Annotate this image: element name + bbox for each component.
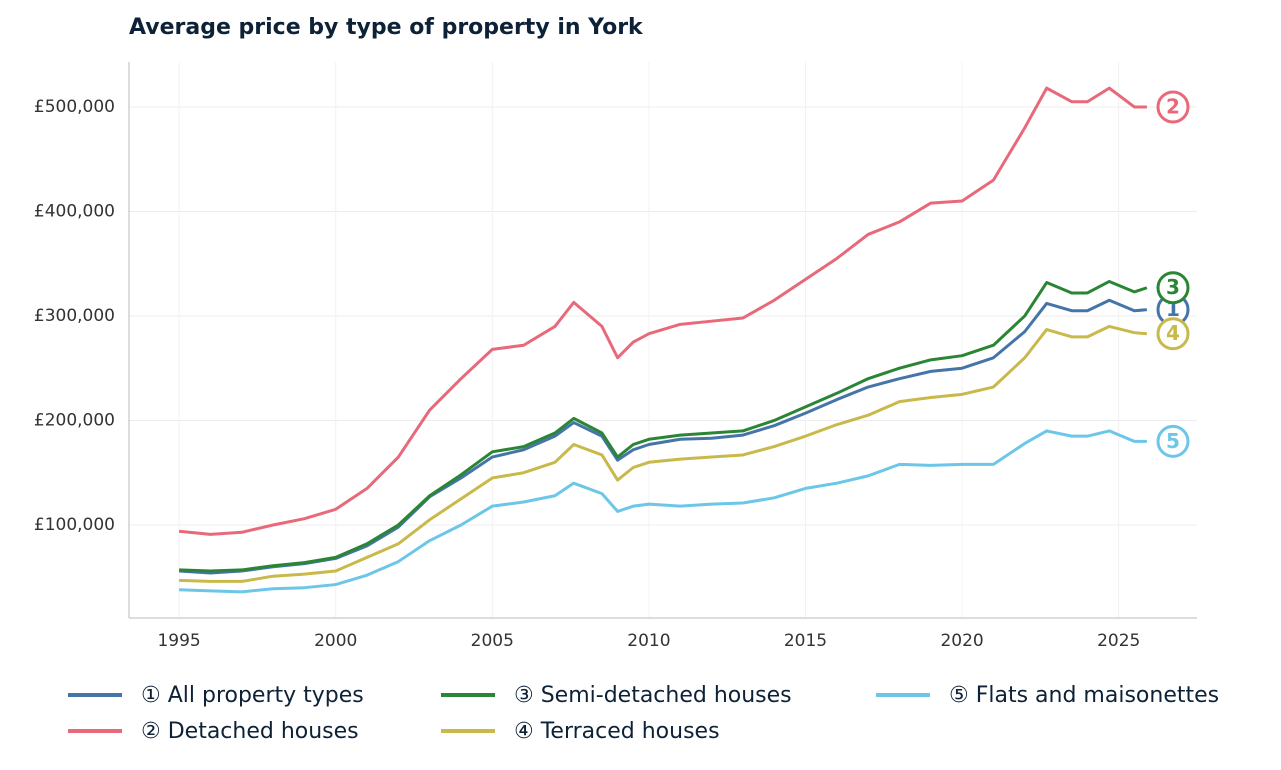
end-marker-label: 5: [1166, 429, 1180, 453]
y-tick-label: £300,000: [34, 306, 115, 326]
x-tick-label: 1995: [157, 631, 200, 651]
end-marker-label: 2: [1166, 94, 1180, 118]
x-tick-label: 2020: [940, 631, 983, 651]
x-tick-label: 2025: [1097, 631, 1140, 651]
line: [179, 429, 1147, 594]
x-tick-label: 2000: [314, 631, 357, 651]
line: [179, 298, 1148, 575]
y-tick-label: £200,000: [34, 410, 115, 430]
y-tick-label: £400,000: [34, 201, 115, 221]
line: [179, 279, 1148, 573]
end-marker: [1156, 317, 1190, 351]
line: [178, 86, 1147, 536]
line: [179, 324, 1148, 583]
end-marker: [1156, 271, 1190, 305]
legend-label: ③ Semi-detached houses: [514, 683, 792, 708]
chart-title: Average price by type of property in Yor…: [129, 15, 644, 40]
y-tick-label: £500,000: [34, 97, 115, 117]
legend-label: ④ Terraced houses: [514, 719, 720, 744]
x-tick-label: 2010: [627, 631, 670, 651]
x-tick-label: 2005: [471, 631, 514, 651]
x-tick-label: 2015: [784, 631, 827, 651]
end-marker-label: 4: [1166, 321, 1180, 345]
end-marker: [1156, 90, 1190, 124]
y-tick-label: £100,000: [34, 515, 115, 535]
legend-label: ② Detached houses: [141, 719, 359, 744]
legend-label: ① All property types: [141, 683, 364, 708]
end-marker: [1156, 424, 1190, 458]
end-marker-label: 3: [1166, 275, 1180, 299]
legend-label: ⑤ Flats and maisonettes: [949, 683, 1219, 708]
